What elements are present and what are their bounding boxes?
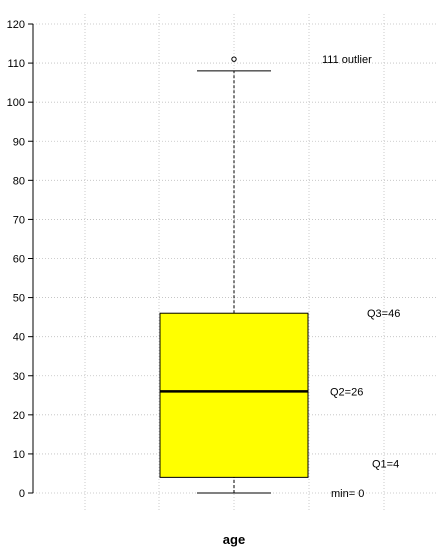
y-tick-label: 50 — [13, 293, 25, 305]
annotation-label: Q2=26 — [330, 386, 363, 398]
y-tick-label: 20 — [13, 410, 25, 422]
y-tick-label: 90 — [13, 136, 25, 148]
annotation-label: Q1=4 — [372, 458, 399, 470]
annotations: 111 outlier Q3=46 Q2=26 Q1=4 min= 0 — [322, 54, 400, 500]
box-group — [159, 56, 309, 494]
outlier-point — [231, 56, 237, 62]
y-tick-label: 80 — [13, 175, 25, 187]
annotation-label: Q3=46 — [367, 308, 400, 320]
y-tick-label: 110 — [7, 58, 25, 70]
y-tick-label: 0 — [19, 488, 25, 500]
annotation-label: 111 outlier — [322, 54, 372, 66]
y-tick-label: 100 — [7, 97, 25, 109]
y-tick-label: 70 — [13, 214, 25, 226]
y-tick-label: 60 — [13, 254, 25, 266]
annotation-label: min= 0 — [331, 488, 364, 500]
y-axis-ticks: 0 10 20 30 40 50 60 70 80 90 100 110 120 — [7, 19, 33, 500]
y-tick-label: 30 — [13, 371, 25, 383]
y-tick-label: 10 — [13, 449, 25, 461]
iqr-box — [159, 312, 309, 478]
y-tick-label: 120 — [7, 19, 25, 31]
y-tick-label: 40 — [13, 332, 25, 344]
x-axis-label: age — [223, 532, 245, 547]
